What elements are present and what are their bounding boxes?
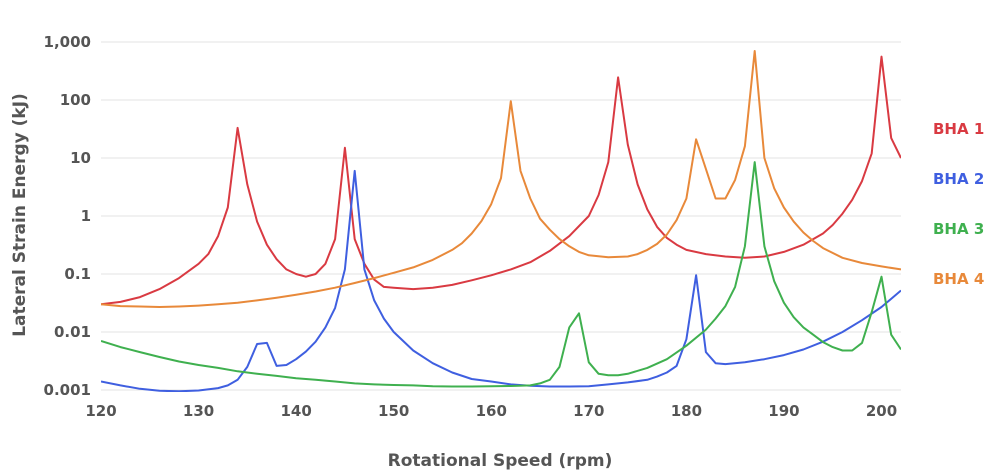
series-line-bha-3 bbox=[101, 161, 901, 388]
series-line-bha-1 bbox=[101, 55, 901, 306]
x-tick-label: 170 bbox=[573, 402, 604, 420]
x-tick-label: 130 bbox=[183, 402, 214, 420]
x-axis-ticks: 120 130 140 150 160 170 180 190 200 bbox=[85, 402, 897, 420]
grid-lines bbox=[101, 41, 901, 391]
series-line-bha-2 bbox=[101, 169, 901, 392]
series-line-bha-4 bbox=[101, 50, 901, 308]
y-axis-ticks: 0.001 0.01 0.1 1 10 100 1,000 bbox=[44, 33, 91, 399]
x-tick-label: 190 bbox=[768, 402, 799, 420]
y-tick-label: 0.001 bbox=[44, 381, 91, 399]
legend: BHA 1 BHA 2 BHA 3 BHA 4 bbox=[933, 120, 984, 288]
x-tick-label: 200 bbox=[866, 402, 897, 420]
y-tick-label: 0.1 bbox=[64, 265, 91, 283]
legend-item-bha-3[interactable]: BHA 3 bbox=[933, 220, 984, 238]
y-tick-label: 1,000 bbox=[44, 33, 91, 51]
y-tick-label: 0.01 bbox=[54, 323, 91, 341]
legend-item-bha-1[interactable]: BHA 1 bbox=[933, 120, 984, 138]
y-axis-title: Lateral Strain Energy (kJ) bbox=[10, 93, 30, 337]
legend-item-bha-4[interactable]: BHA 4 bbox=[933, 270, 984, 288]
x-tick-label: 120 bbox=[85, 402, 116, 420]
x-axis-title: Rotational Speed (rpm) bbox=[388, 451, 613, 471]
x-tick-label: 140 bbox=[280, 402, 311, 420]
series-lines bbox=[101, 50, 901, 392]
y-tick-label: 1 bbox=[81, 207, 91, 225]
x-tick-label: 150 bbox=[378, 402, 409, 420]
y-tick-label: 10 bbox=[70, 149, 91, 167]
legend-item-bha-2[interactable]: BHA 2 bbox=[933, 170, 984, 188]
y-tick-label: 100 bbox=[60, 91, 91, 109]
x-tick-label: 160 bbox=[476, 402, 507, 420]
x-tick-label: 180 bbox=[671, 402, 702, 420]
